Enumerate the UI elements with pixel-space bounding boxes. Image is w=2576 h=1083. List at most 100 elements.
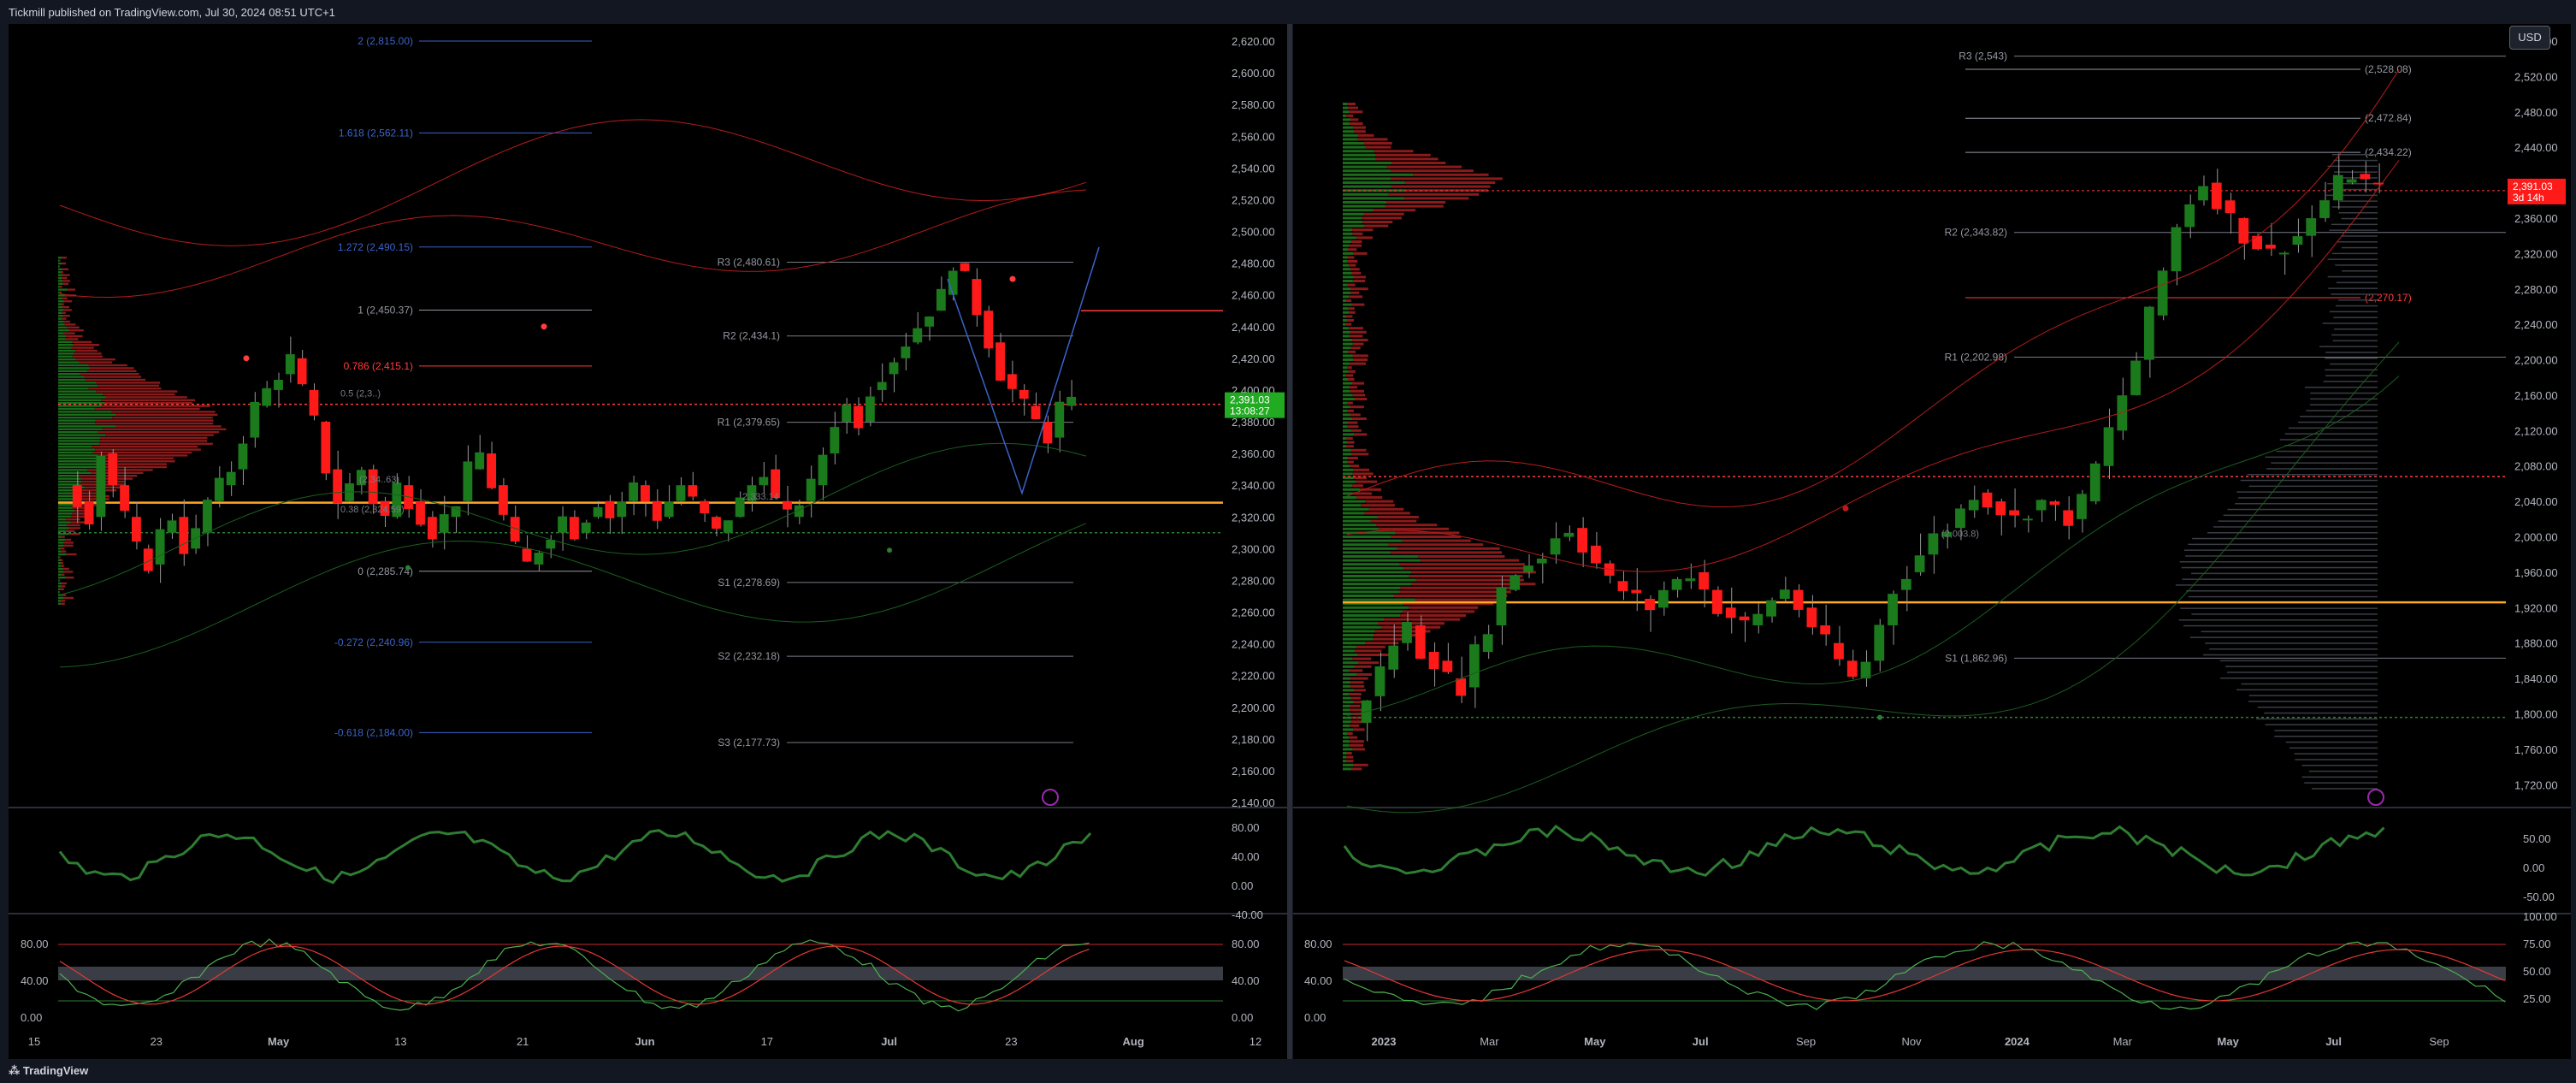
volume-profile-bar [1343,130,1355,133]
volume-profile-bar [1343,575,1409,577]
volume-profile-bar [1343,103,1348,105]
candle-body [1657,589,1669,608]
right-chart[interactable]: 2,560.002,520.002,480.002,440.002,400.00… [1304,35,2566,1048]
volume-profile-bar [1365,642,1399,645]
volume-profile-bar [58,542,64,544]
volume-profile-bar [58,367,91,370]
volume-profile-bar [61,600,66,602]
volume-profile-bar [58,527,69,530]
volume-profile-bar [1349,736,1358,739]
volume-profile-bar [62,594,67,596]
candle-body [368,469,378,505]
candle-body [558,516,567,533]
volume-profile-bar [64,323,76,326]
volume-profile-bar [1343,413,1350,417]
volume-profile-bar [1404,181,1496,184]
volume-profile-bar [58,346,72,349]
alert-icon [1042,789,1059,806]
time-axis-label: 23 [1005,1035,1017,1048]
volume-profile-bar [1346,755,1354,759]
volume-profile-bar [1343,519,1371,523]
right-volume-profile-bar [2218,520,2378,522]
volume-profile-bar [1347,366,1352,370]
candle-body [735,497,745,518]
pivot-label: R2 (2,434.1) [723,330,780,342]
right-volume-profile-bar [2334,171,2378,173]
right-volume-profile-bar [2213,526,2378,528]
volume-profile-bar [1343,209,1374,212]
volume-profile-bar [58,294,66,297]
volume-profile-bar [1402,610,1475,613]
volume-profile-bar [1349,743,1364,747]
currency-button[interactable]: USD [2509,26,2550,50]
volume-profile-bar [58,571,64,573]
right-volume-profile-bar [2189,636,2378,638]
price-axis-label: 2,160.00 [1232,765,1275,778]
volume-profile-bar [58,436,101,440]
volume-profile-bar [58,471,92,474]
right-volume-profile-bar [2226,672,2378,673]
volume-profile-bar [1356,138,1388,141]
right-volume-profile-bar [2279,439,2378,441]
candle-body [1645,598,1655,611]
volume-profile-bar [1343,212,1365,216]
time-axis-label: Mar [1480,1035,1499,1048]
candle-body [676,485,686,501]
right-volume-profile-bar [2330,363,2378,365]
volume-profile-bar [1388,192,1480,196]
volume-profile-bar [1350,704,1361,707]
price-axis-label: 2,600.00 [1232,67,1275,80]
volume-profile-bar [58,405,102,407]
volume-profile-bar [1343,547,1397,550]
candle-body [155,529,165,565]
volume-profile-bar [1343,346,1351,350]
right-volume-profile-bar [2201,630,2378,633]
right-volume-profile-bar [2341,217,2378,220]
candle-body [2184,204,2195,228]
candle-body [356,470,366,486]
volume-profile-bar [1347,409,1354,412]
volume-profile-bar [1343,192,1389,196]
candle-body [570,517,579,540]
price-axis-label: 2,280.00 [1232,574,1275,587]
volume-profile-bar [88,388,162,390]
volume-profile-bar [63,332,75,334]
time-axis-label: 21 [517,1035,529,1048]
candle-body [2130,360,2141,395]
volume-profile-bar [1349,122,1363,125]
volume-profile-bar [1343,767,1352,771]
volume-profile-bar [61,547,65,550]
candle-body [1995,501,2006,516]
price-axis-label: 1,760.00 [2514,743,2558,756]
fib-label: 2 (2,815.00) [357,35,413,47]
volume-profile-bar [58,309,64,311]
volume-profile-bar [1343,307,1349,311]
volume-profile-bar [1343,405,1350,409]
fib-label: (2,472.84) [2365,112,2412,124]
volume-profile-bar [1343,496,1357,499]
candle-body [1806,607,1817,628]
candle-body [416,500,425,525]
candle-body [1066,396,1076,406]
candle-body [274,380,283,390]
volume-profile-bar [1343,755,1347,759]
volume-profile-bar [1350,291,1360,294]
time-axis-label: May [2218,1035,2240,1048]
right-volume-profile-bar [2203,654,2378,656]
volume-profile-bar [1343,476,1355,479]
volume-profile-bar [1355,649,1382,653]
volume-profile-bar [58,291,60,294]
volume-profile-bar [1413,173,1489,176]
volume-profile-bar [1345,374,1354,377]
current-price-badge [2508,178,2566,204]
volume-profile-bar [92,446,198,448]
left-chart[interactable]: 2,620.00 2,600.00 2,580.00 2,560.00 2,540.00… [21,35,1285,1048]
pivot-label: R1 (2,379.65) [718,417,780,429]
tradingview-logo[interactable]: ⁂ TradingView [9,1064,89,1077]
time-axis-label: 23 [151,1035,162,1048]
candle-body [794,505,804,518]
volume-profile-bar [1375,153,1431,157]
right-volume-profile-bar [2247,474,2378,476]
volume-profile-bar [63,596,74,600]
